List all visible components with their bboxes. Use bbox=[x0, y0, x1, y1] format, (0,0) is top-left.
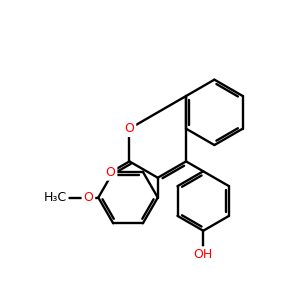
Text: O: O bbox=[83, 191, 93, 204]
Text: O: O bbox=[124, 122, 134, 135]
Text: H₃C: H₃C bbox=[44, 191, 67, 204]
Text: OH: OH bbox=[194, 248, 213, 261]
Text: H: H bbox=[57, 191, 67, 204]
Text: O: O bbox=[106, 166, 116, 179]
